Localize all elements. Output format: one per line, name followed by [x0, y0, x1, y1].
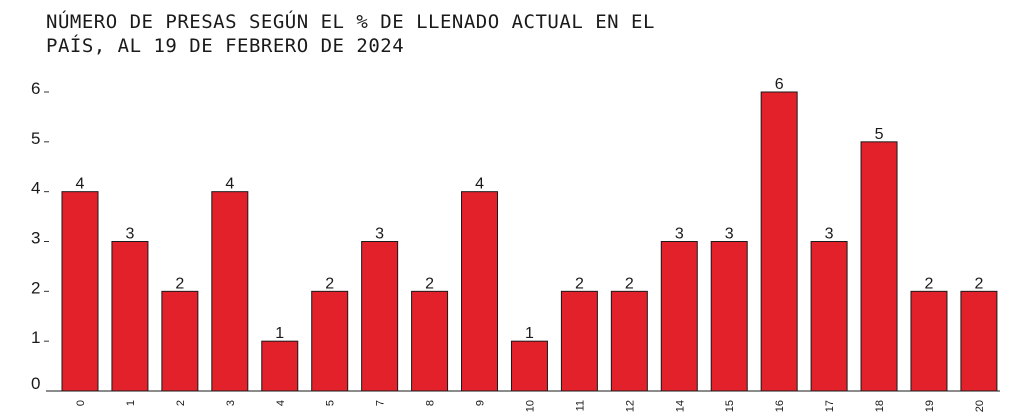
- x-tick-label: 7: [375, 400, 387, 406]
- data-label: 2: [175, 275, 184, 292]
- data-label: 4: [225, 176, 234, 193]
- data-label: 2: [325, 275, 334, 292]
- data-label: 5: [875, 126, 884, 143]
- bar: [211, 191, 249, 392]
- bar: [860, 141, 898, 392]
- data-label: 4: [475, 176, 484, 193]
- bar: [710, 241, 748, 392]
- data-label: 2: [575, 275, 584, 292]
- y-tick-label: 0: [31, 374, 40, 393]
- data-label: 2: [625, 275, 634, 292]
- y-tick-label: 3: [31, 229, 40, 248]
- bar: [660, 241, 698, 392]
- bars: [61, 91, 998, 392]
- data-label: 6: [775, 76, 784, 93]
- data-label: 3: [825, 226, 834, 243]
- x-axis: 0 1 2 3 4 5 7 8 9 10 11 12 14 15 16 17 18 19 20: [46, 390, 1000, 412]
- x-tick-label: 8: [425, 400, 437, 406]
- x-tick-label: 20: [974, 400, 986, 412]
- data-label: 3: [375, 226, 384, 243]
- x-tick-label: 4: [275, 400, 287, 406]
- bar: [311, 290, 349, 392]
- bar: [461, 191, 499, 392]
- x-tick-label: 2: [175, 400, 187, 406]
- data-labels: 4 3 2 4 1 2 3 2 4 1 2 2 3 3 6 3 5 2 2: [76, 76, 984, 342]
- bar: [111, 241, 149, 392]
- data-label: 2: [925, 275, 934, 292]
- bar: [810, 241, 848, 392]
- data-label: 4: [76, 176, 85, 193]
- x-tick-label: 3: [225, 400, 237, 406]
- x-tick-label: 1: [125, 400, 137, 406]
- y-tick-label: 2: [31, 278, 40, 297]
- x-tick-label: 11: [574, 400, 586, 411]
- x-tick-label: 9: [475, 400, 487, 406]
- x-tick-label: 17: [824, 400, 836, 412]
- y-tick-label: 1: [31, 328, 40, 347]
- x-tick-label: 12: [624, 400, 636, 412]
- y-tick-label: 4: [31, 179, 40, 198]
- y-tick-label: 5: [31, 129, 40, 148]
- bar: [760, 91, 798, 392]
- x-tick-label: 19: [924, 400, 936, 412]
- bar: [261, 340, 299, 392]
- bar: [560, 290, 598, 392]
- bar: [161, 290, 199, 392]
- bar: [910, 290, 948, 392]
- y-axis: 0 1 2 3 4 5 6: [31, 79, 49, 393]
- y-tick-label: 6: [31, 79, 40, 98]
- x-tick-label: 5: [325, 400, 337, 406]
- x-tick-label: 14: [674, 400, 686, 412]
- chart-title-line-2: PAÍS, AL 19 DE FEBRERO DE 2024: [46, 35, 405, 57]
- x-tick-label: 10: [524, 400, 536, 412]
- bar: [510, 340, 548, 392]
- data-label: 2: [425, 275, 434, 292]
- x-tick-label: 18: [874, 400, 886, 412]
- chart-title: NÚMERO DE PRESAS SEGÚN EL % DE LLENADO A…: [46, 10, 746, 58]
- bar: [361, 241, 399, 392]
- data-label: 3: [675, 226, 684, 243]
- x-tick-label: 16: [774, 400, 786, 412]
- bar: [960, 290, 998, 392]
- data-label: 1: [275, 325, 284, 342]
- data-label: 3: [725, 226, 734, 243]
- data-label: 1: [525, 325, 534, 342]
- bar: [61, 191, 99, 392]
- bar: [411, 290, 449, 392]
- data-label: 2: [974, 275, 983, 292]
- x-tick-label: 15: [724, 400, 736, 412]
- chart-title-line-1: NÚMERO DE PRESAS SEGÚN EL % DE LLENADO A…: [46, 11, 655, 33]
- data-label: 3: [125, 226, 134, 243]
- bar: [610, 290, 648, 392]
- x-tick-label: 0: [75, 400, 87, 406]
